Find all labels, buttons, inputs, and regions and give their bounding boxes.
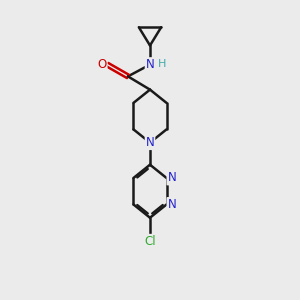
- Text: N: N: [146, 58, 154, 71]
- Text: N: N: [146, 136, 154, 149]
- Text: O: O: [98, 58, 106, 70]
- Text: H: H: [158, 59, 166, 69]
- Text: N: N: [167, 172, 176, 184]
- Text: N: N: [167, 198, 176, 211]
- Text: Cl: Cl: [144, 235, 156, 248]
